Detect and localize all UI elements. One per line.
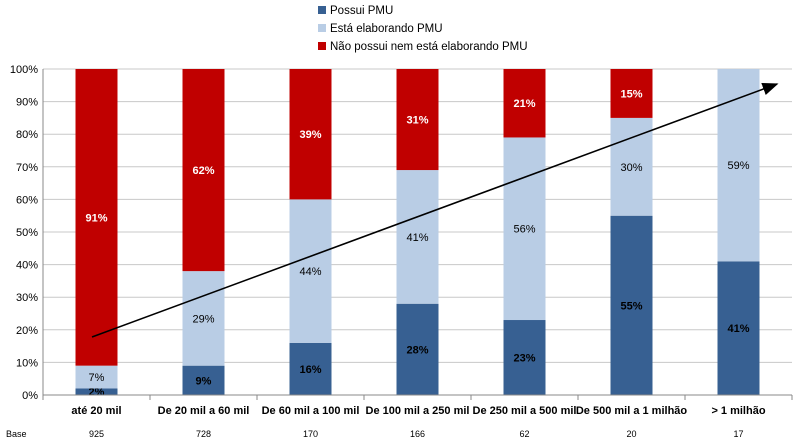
data-label: 55%: [620, 300, 642, 312]
legend-label: Não possui nem está elaborando PMU: [330, 41, 528, 53]
data-label: 62%: [192, 165, 214, 177]
data-label: 21%: [513, 98, 535, 110]
data-label: 39%: [299, 129, 321, 141]
bar-segment: [610, 117, 653, 216]
base-value: 925: [89, 429, 104, 439]
data-label: 31%: [406, 115, 428, 127]
axes: 0% 10% 20% 30% 40% 50% 60% 70% 80% 90% 100% até 20 …: [6, 64, 793, 439]
y-tick-label: 70%: [16, 162, 38, 174]
y-tick-label: 10%: [16, 357, 38, 369]
bar-segment: [717, 69, 760, 262]
x-tick-label: De 250 mil a 500 mil: [473, 405, 577, 417]
y-tick-label: 50%: [16, 227, 38, 239]
bar-segment: [75, 388, 118, 395]
x-tick-label: De 20 mil a 60 mil: [158, 405, 250, 417]
data-label: 29%: [192, 313, 214, 325]
trend-arrow: [91, 82, 779, 338]
bar-segment: [182, 69, 225, 272]
bars: 2% 7% 91% 9% 29% 62% 16% 44% 39% 28% 41% 31% 23% 56% 2…: [75, 69, 760, 399]
base-value: 170: [303, 429, 318, 439]
x-tick-label: De 60 mil a 100 mil: [262, 405, 360, 417]
y-tick-label: 20%: [16, 325, 38, 337]
data-label: 41%: [727, 323, 749, 335]
bar-segment: [610, 215, 653, 395]
bar-segment: [503, 69, 546, 138]
data-label: 9%: [196, 375, 212, 387]
base-value: 62: [519, 429, 529, 439]
bar-segment: [289, 342, 332, 395]
bar-segment: [503, 320, 546, 395]
data-label: 23%: [513, 353, 535, 365]
data-label: 30%: [620, 162, 642, 174]
y-tick-label: 80%: [16, 129, 38, 141]
bar-segment: [289, 199, 332, 343]
data-label: 91%: [85, 212, 107, 224]
legend: Possui PMU Está elaborando PMU Não possui …: [318, 5, 528, 53]
data-label: 16%: [299, 364, 321, 376]
base-label: Base: [6, 429, 27, 439]
legend-swatch: [318, 6, 326, 14]
bar-segment: [396, 69, 439, 171]
bar-segment: [289, 69, 332, 200]
base-value: 166: [410, 429, 425, 439]
y-tick-label: 60%: [16, 194, 38, 206]
bar-segment: [396, 170, 439, 304]
y-tick-label: 100%: [10, 64, 38, 76]
x-tick-label: até 20 mil: [71, 405, 121, 417]
y-tick-label: 40%: [16, 260, 38, 272]
base-value: 17: [733, 429, 743, 439]
data-label: 2%: [89, 387, 105, 399]
bar-segment: [75, 365, 118, 389]
data-label: 41%: [406, 232, 428, 244]
bar-segment: [503, 137, 546, 321]
legend-label: Possui PMU: [330, 5, 393, 17]
bar-segment: [717, 261, 760, 395]
data-label: 44%: [299, 266, 321, 278]
legend-swatch: [318, 24, 326, 32]
base-value: 728: [196, 429, 211, 439]
bar-segment: [182, 271, 225, 366]
y-tick-label: 90%: [16, 97, 38, 109]
legend-label: Está elaborando PMU: [330, 23, 443, 35]
y-tick-label: 0%: [22, 390, 38, 402]
bar-segment: [75, 69, 118, 366]
data-label: 59%: [727, 160, 749, 172]
data-label: 56%: [513, 224, 535, 236]
legend-swatch: [318, 42, 326, 50]
base-value: 20: [626, 429, 636, 439]
bar-segment: [396, 303, 439, 395]
data-label: 15%: [620, 88, 642, 100]
y-tick-label: 30%: [16, 292, 38, 304]
x-tick-label: De 100 mil a 250 mil: [366, 405, 470, 417]
bar-segment: [610, 69, 653, 118]
data-label: 28%: [406, 344, 428, 356]
bar-segment: [182, 365, 225, 395]
x-tick-label: De 500 mil a 1 milhão: [576, 405, 688, 417]
x-tick-label: > 1 milhão: [711, 405, 765, 417]
data-label: 7%: [89, 372, 105, 384]
